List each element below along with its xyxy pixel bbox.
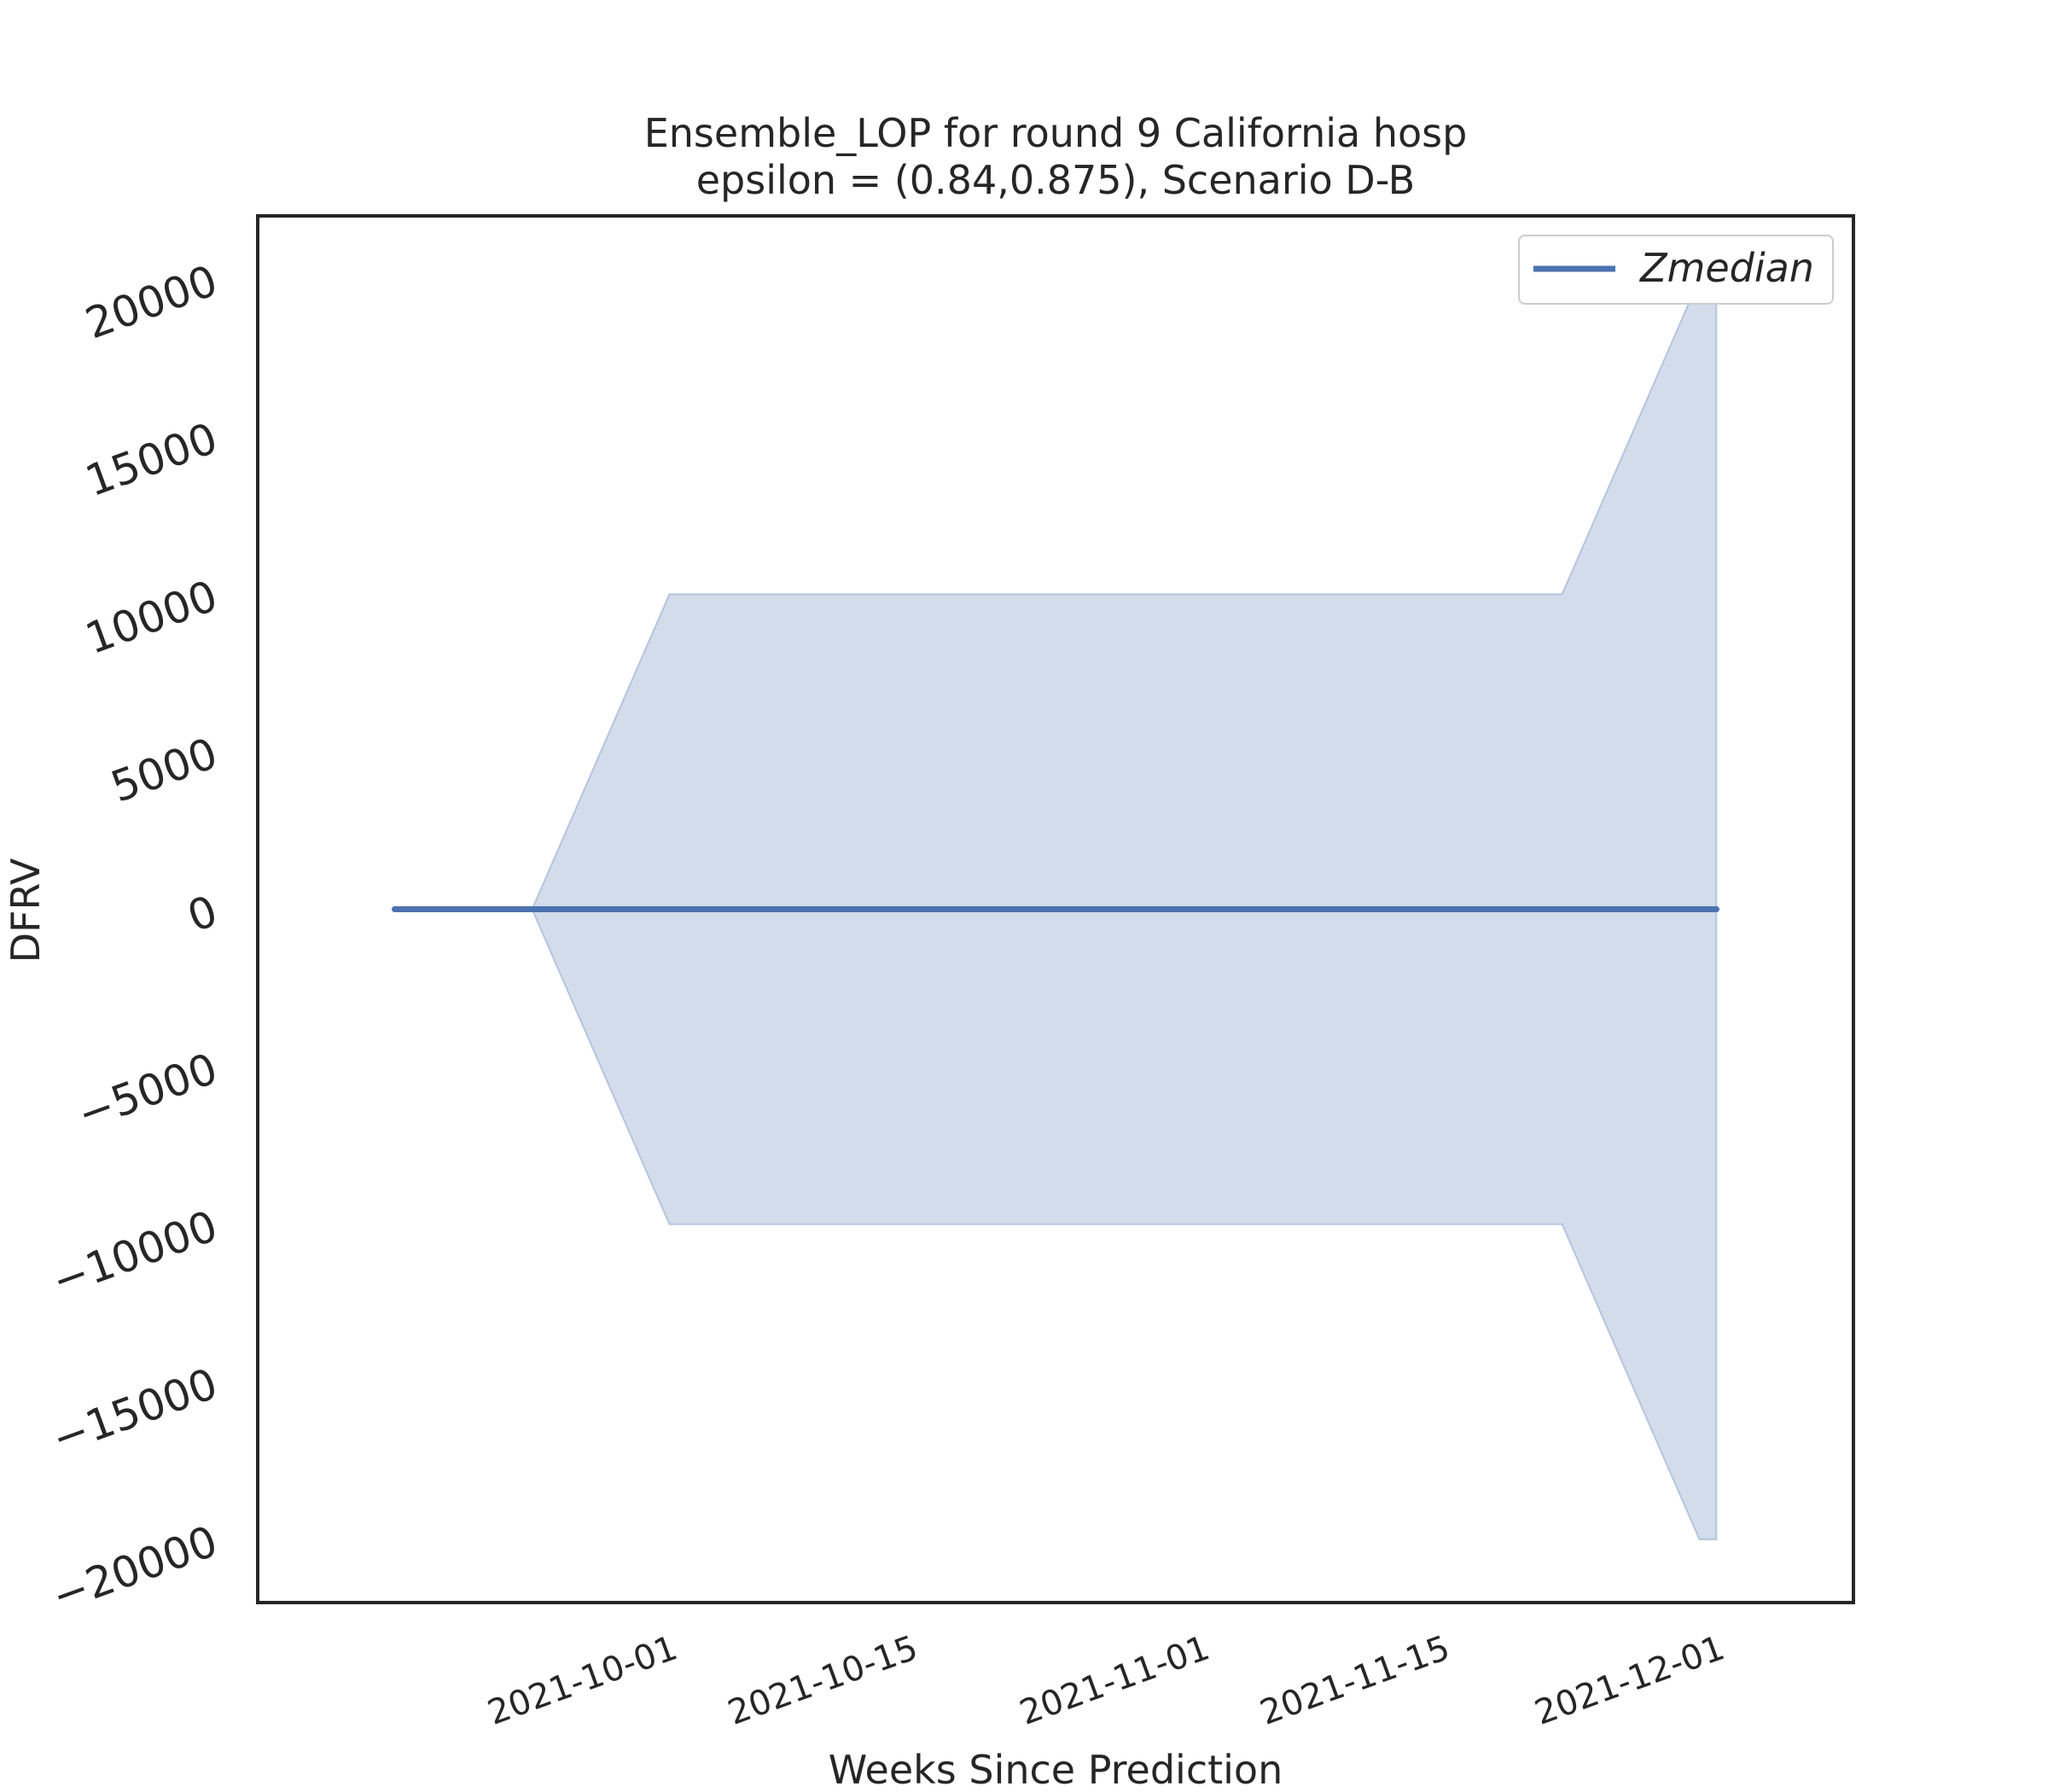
x-tick-label: 2021-12-01	[1530, 1628, 1730, 1733]
x-axis-label: Weeks Since Prediction	[829, 1747, 1283, 1792]
y-tick-label: 10000	[79, 571, 224, 664]
plot-frame	[256, 214, 1855, 1604]
y-tick-label: 5000	[105, 729, 224, 812]
y-tick-label: −15000	[45, 1359, 224, 1463]
y-tick-label: 20000	[79, 256, 224, 349]
plot-area	[392, 277, 1719, 1541]
y-tick-label: −5000	[71, 1044, 224, 1139]
x-tick-label: 2021-10-01	[483, 1628, 683, 1733]
x-tick-label: 2021-11-01	[1015, 1628, 1214, 1733]
y-tick-label: −10000	[45, 1201, 224, 1306]
legend-label-zmedian: Zmedian	[1638, 245, 1814, 291]
y-tick-label: 15000	[79, 413, 224, 506]
x-tick-label: 2021-11-15	[1255, 1628, 1455, 1733]
chart-title: Ensemble_LOP for round 9 California hosp	[644, 110, 1468, 156]
y-tick-label: −20000	[45, 1516, 224, 1621]
legend[interactable]: Zmedian	[1518, 235, 1834, 305]
chart-subtitle: epsilon = (0.84,0.875), Scenario D-B	[696, 157, 1416, 203]
x-axis-ticks: 2021-10-01 2021-10-15 2021-11-01 2021-11-15…	[483, 1628, 1730, 1733]
y-axis-label: DFRV	[3, 858, 49, 963]
y-axis-ticks: −20000 −15000 −10000 −5000 0 5000 10000 15000 20…	[45, 256, 224, 1621]
x-tick-label: 2021-10-15	[723, 1628, 922, 1733]
y-tick-label: 0	[181, 886, 224, 941]
legend-box	[1518, 235, 1834, 305]
